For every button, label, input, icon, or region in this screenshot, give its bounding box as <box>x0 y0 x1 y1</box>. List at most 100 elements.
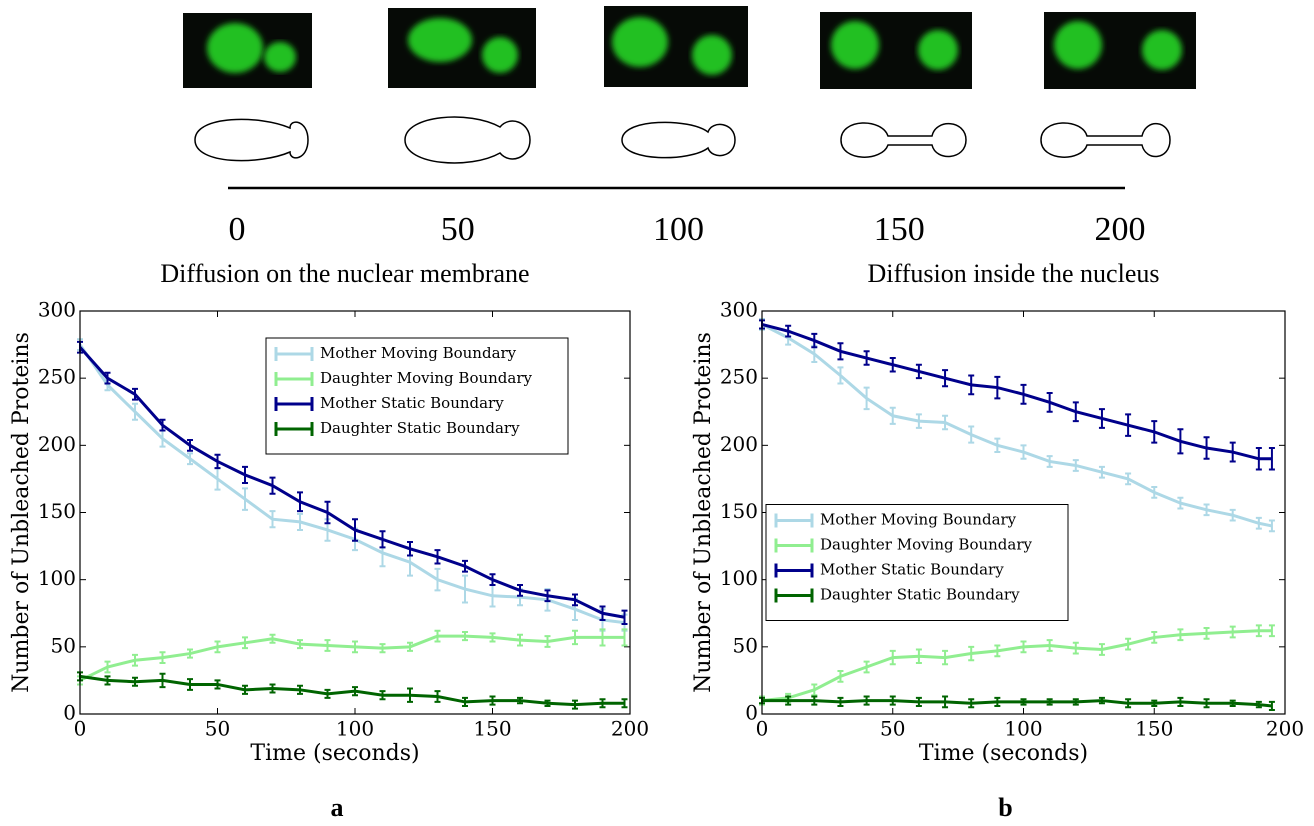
error-bar <box>1203 698 1210 709</box>
error-bar <box>968 698 975 709</box>
error-bar <box>811 332 818 349</box>
error-bar <box>968 645 975 662</box>
plot-frame <box>761 310 1286 715</box>
error-bar <box>915 648 922 664</box>
y-tick-label: 300 <box>38 298 76 322</box>
y-tick-label: 0 <box>63 701 76 725</box>
error-bar <box>915 413 922 429</box>
legend-swatch <box>774 563 814 578</box>
legend-swatch <box>774 538 814 553</box>
error-bar <box>994 375 1001 400</box>
error-bar <box>863 350 870 366</box>
timeline-label: 0 <box>229 211 246 248</box>
error-bar <box>1268 447 1275 471</box>
x-axis-label: Time (seconds) <box>919 741 1088 766</box>
legend-swatch <box>274 372 314 386</box>
error-bar <box>915 363 922 380</box>
legend-swatch <box>274 347 314 361</box>
legend-swatch <box>774 588 814 603</box>
error-bar <box>1125 472 1132 486</box>
error-bar <box>1268 700 1275 711</box>
legend-label: Mother Moving Boundary <box>320 344 517 362</box>
y-tick-label: 250 <box>38 365 76 389</box>
error-bar <box>187 648 193 659</box>
error-bar <box>942 369 949 388</box>
error-bar <box>572 699 578 710</box>
error-bar <box>187 678 193 691</box>
error-bar <box>407 541 413 557</box>
legend-box <box>265 337 569 455</box>
legend-label: Daughter Static Boundary <box>820 586 1020 604</box>
error-bar <box>863 386 870 411</box>
error-bar <box>132 402 138 421</box>
error-bar <box>599 698 606 709</box>
error-bar <box>889 649 896 666</box>
error-bar <box>269 633 276 644</box>
y-tick-label: 200 <box>720 432 758 456</box>
timeline-label: 150 <box>874 211 925 248</box>
error-bar <box>1072 698 1079 706</box>
error-bar <box>544 635 551 648</box>
error-bar <box>837 696 844 707</box>
error-bar <box>517 696 523 705</box>
error-bar <box>621 698 628 709</box>
error-bar <box>544 699 551 707</box>
legend-label: Daughter Static Boundary <box>320 419 520 437</box>
legend: Mother Moving Boundary Daughter Moving Bo… <box>765 504 1069 621</box>
error-bar <box>132 387 138 401</box>
error-bar <box>297 684 303 695</box>
timeline-label: 100 <box>653 211 704 248</box>
error-bar <box>159 418 166 432</box>
error-bar <box>1125 698 1132 709</box>
error-bar <box>1229 625 1236 639</box>
error-bar <box>104 371 111 385</box>
legend-label: Mother Static Boundary <box>320 394 504 412</box>
x-tick-label: 50 <box>205 717 230 741</box>
error-bar <box>214 679 221 690</box>
error-bar <box>1072 641 1079 655</box>
error-bar <box>269 476 276 495</box>
error-bar <box>214 453 221 470</box>
x-tick-label: 50 <box>880 717 905 741</box>
error-bar <box>462 631 468 642</box>
error-bar <box>1177 428 1184 455</box>
series-line <box>761 323 1273 528</box>
x-tick-label: 100 <box>336 717 374 741</box>
error-bar <box>942 649 949 666</box>
x-tick-label: 100 <box>1004 717 1042 741</box>
y-tick-label: 0 <box>745 701 758 725</box>
error-bar <box>242 487 248 511</box>
y-tick-label: 50 <box>733 633 758 657</box>
series-line <box>761 629 1272 703</box>
error-bar <box>572 593 578 607</box>
error-bar <box>1268 519 1275 533</box>
error-bar <box>489 632 496 643</box>
error-bar <box>942 414 949 431</box>
error-bar <box>407 641 413 652</box>
panel-label: b <box>998 793 1012 822</box>
error-bar <box>889 357 896 373</box>
error-bar <box>994 644 1001 658</box>
error-bar <box>462 574 468 604</box>
x-tick-label: 150 <box>1135 717 1173 741</box>
error-bar <box>1020 444 1027 460</box>
error-bar <box>352 640 358 654</box>
error-bar <box>1203 627 1210 640</box>
x-tick-label: 150 <box>473 717 511 741</box>
error-bar <box>269 510 276 529</box>
error-bar <box>324 639 331 652</box>
error-bar <box>324 688 331 699</box>
y-axis-label: Number of Unbleached Proteins <box>9 332 34 693</box>
x-tick-label: 200 <box>611 717 649 741</box>
y-tick-label: 200 <box>38 432 76 456</box>
y-tick-label: 300 <box>720 298 758 322</box>
error-bar <box>1177 696 1184 707</box>
error-bar <box>1229 441 1236 463</box>
error-bar <box>942 695 949 709</box>
y-tick-label: 50 <box>51 633 76 657</box>
legend-swatch <box>774 513 814 528</box>
error-bar <box>889 695 896 706</box>
error-bar <box>837 670 844 683</box>
error-bar <box>379 643 386 654</box>
